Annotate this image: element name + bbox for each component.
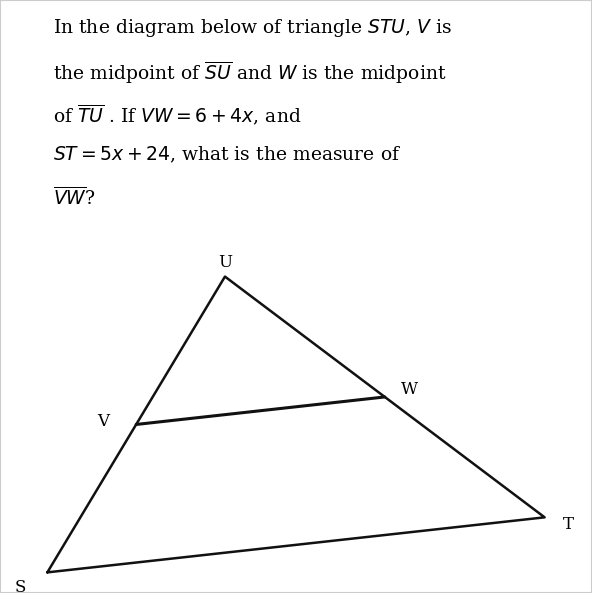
Text: U: U [218,254,232,272]
Text: of $\overline{TU}$ . If $VW = 6 + 4x$, and: of $\overline{TU}$ . If $VW = 6 + 4x$, a… [53,102,302,127]
Text: the midpoint of $\overline{SU}$ and $W$ is the midpoint: the midpoint of $\overline{SU}$ and $W$ … [53,60,447,87]
Text: W: W [401,381,418,398]
Text: T: T [563,516,574,533]
Text: $\overline{VW}$?: $\overline{VW}$? [53,187,96,209]
Text: $ST = 5x + 24$, what is the measure of: $ST = 5x + 24$, what is the measure of [53,145,401,165]
Text: S: S [15,579,27,593]
Text: In the diagram below of triangle $STU$, $V$ is: In the diagram below of triangle $STU$, … [53,17,452,39]
Text: V: V [98,413,110,429]
